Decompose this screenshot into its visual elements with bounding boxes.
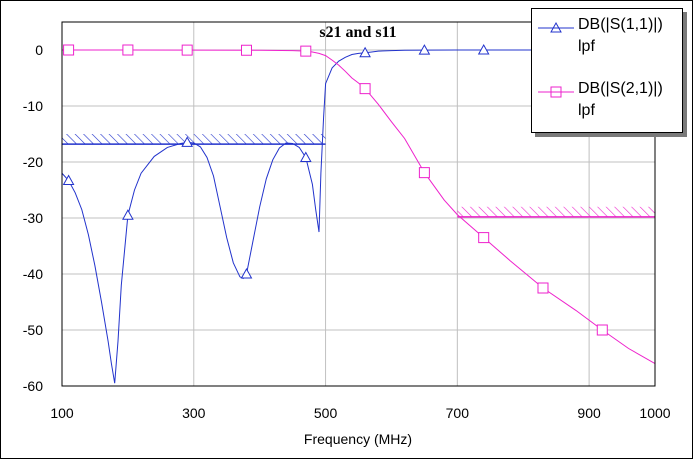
y-tick-label: -10 xyxy=(23,98,43,114)
y-tick-label: 0 xyxy=(35,42,43,58)
spec-band-hatch xyxy=(457,206,655,217)
legend-series-name: DB(|S(2,1)|) xyxy=(578,80,663,97)
data-point-square xyxy=(63,44,75,56)
data-point-triangle xyxy=(418,44,431,55)
chart-title: s21 and s11 xyxy=(319,24,396,41)
spec-band-hatch xyxy=(62,134,326,145)
plot-area-border xyxy=(61,21,656,387)
chart-legend: DB(|S(1,1)|) lpf DB(|S(2,1)|) lpf xyxy=(531,8,683,133)
spec-bands xyxy=(62,134,655,218)
y-tick-label: -50 xyxy=(23,322,43,338)
x-tick-label: 900 xyxy=(577,405,601,421)
x-axis-label: Frequency (MHz) xyxy=(304,431,412,447)
data-point-triangle xyxy=(359,46,371,58)
data-point-square xyxy=(359,83,371,95)
data-point-square xyxy=(181,44,193,56)
data-point-triangle xyxy=(299,151,312,163)
y-tick-label: -40 xyxy=(23,266,43,282)
x-tick-label: 100 xyxy=(50,405,74,421)
data-point-square xyxy=(418,167,430,179)
legend-series-subtitle: lpf xyxy=(578,102,595,119)
data-point-triangle xyxy=(181,136,194,147)
data-point-triangle xyxy=(122,209,134,220)
x-tick-label: 1000 xyxy=(639,405,670,421)
legend-entry-s21: DB(|S(2,1)|) lpf xyxy=(536,79,681,131)
data-point-square xyxy=(596,324,608,336)
data-point-square xyxy=(122,44,134,56)
y-tick-label: -60 xyxy=(23,378,43,394)
data-point-square xyxy=(300,45,312,57)
y-tick-labels: 0 -10 -20 -30 -40 -50 -60 xyxy=(23,42,43,394)
x-tick-label: 500 xyxy=(314,405,338,421)
data-point-square xyxy=(240,44,252,56)
data-point-square xyxy=(537,282,549,294)
series-line xyxy=(62,49,655,384)
legend-entry-s11: DB(|S(1,1)|) lpf xyxy=(536,15,681,67)
data-point-square xyxy=(478,232,490,244)
data-point-triangle xyxy=(62,174,75,185)
series-markers xyxy=(62,43,609,336)
legend-series-subtitle: lpf xyxy=(578,38,595,55)
grid-lines xyxy=(62,22,655,386)
x-tick-labels: 100 300 500 700 900 1000 xyxy=(50,405,670,421)
legend-series-name: DB(|S(1,1)|) xyxy=(578,16,663,33)
square-marker-icon xyxy=(538,86,574,98)
data-point-triangle xyxy=(477,43,490,55)
y-tick-label: -20 xyxy=(23,154,43,170)
y-tick-label: -30 xyxy=(23,210,43,226)
x-tick-label: 300 xyxy=(182,405,206,421)
x-tick-label: 700 xyxy=(446,405,470,421)
data-point-triangle xyxy=(240,267,253,279)
triangle-marker-icon xyxy=(538,21,574,33)
